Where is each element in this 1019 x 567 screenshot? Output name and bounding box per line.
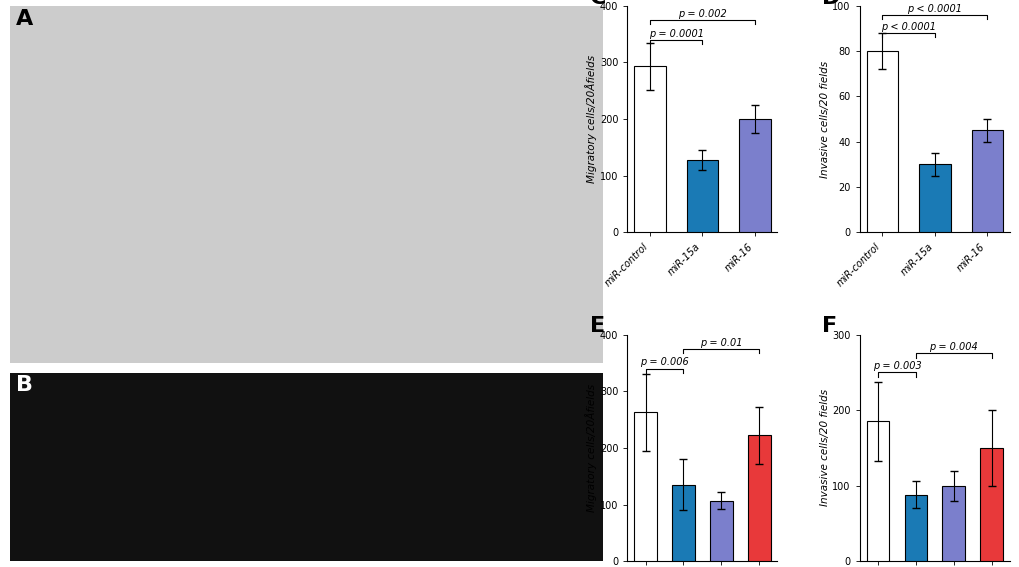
Text: E: E (589, 316, 604, 336)
Text: C: C (589, 0, 605, 7)
Text: p = 0.002: p = 0.002 (678, 9, 726, 19)
Bar (970, 130, 1002, 232)
Bar (942, 486, 964, 561)
Text: A: A (16, 9, 34, 29)
Bar (866, 421, 889, 561)
Bar (672, 485, 694, 561)
Y-axis label: Migratory cells/20Åfields: Migratory cells/20Åfields (585, 55, 596, 183)
Text: p < 0.0001: p < 0.0001 (907, 3, 961, 14)
Text: p < 0.0001: p < 0.0001 (880, 22, 935, 32)
Text: p = 0.004: p = 0.004 (928, 342, 977, 352)
Text: F: F (821, 316, 837, 336)
Bar (739, 119, 769, 232)
Bar (979, 448, 1002, 561)
Bar (904, 495, 926, 561)
Bar (918, 164, 950, 232)
Text: p = 0.0001: p = 0.0001 (648, 28, 703, 39)
Bar (709, 501, 732, 561)
Bar (747, 435, 769, 561)
Bar (634, 412, 656, 561)
Y-axis label: Invasive cells/20 fields: Invasive cells/20 fields (818, 390, 828, 506)
Y-axis label: Invasive cells/20 fields: Invasive cells/20 fields (819, 61, 828, 177)
Text: D: D (821, 0, 840, 7)
Text: p = 0.01: p = 0.01 (699, 337, 742, 348)
Bar (634, 66, 665, 232)
Bar (686, 160, 717, 232)
Text: B: B (16, 375, 33, 395)
Text: p = 0.003: p = 0.003 (871, 361, 920, 371)
Text: p = 0.006: p = 0.006 (640, 357, 688, 367)
Bar (866, 51, 897, 232)
Y-axis label: Migratory cells/20Åfields: Migratory cells/20Åfields (585, 384, 596, 512)
